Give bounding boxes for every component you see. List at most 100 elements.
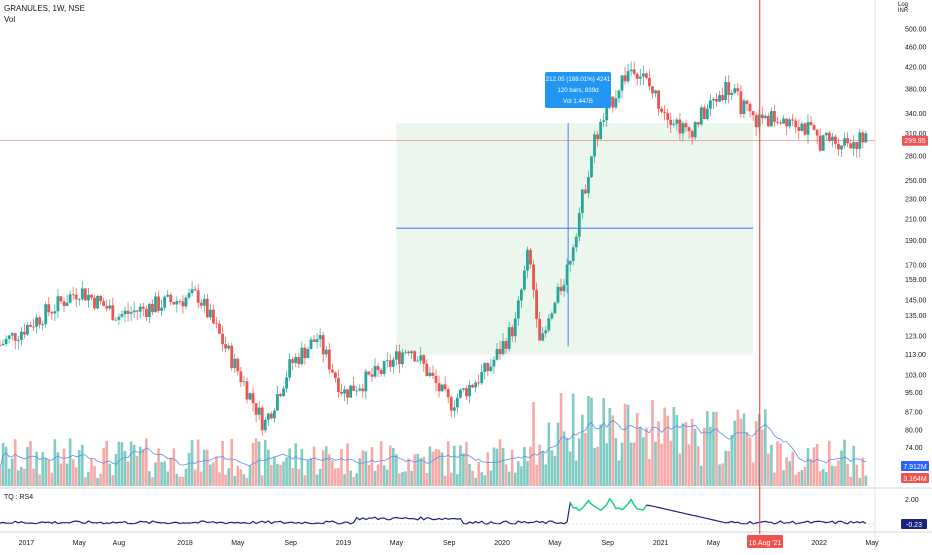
rsi-value-badge-text: -0.23	[906, 522, 922, 529]
time-axis[interactable]: 2017 May Aug 2018 May Sep 2019 May Sep 2020 May Sep…	[19, 540, 879, 547]
candle-body	[53, 311, 57, 314]
volume-bar	[535, 464, 538, 486]
candle-body	[809, 122, 813, 126]
candle-body	[202, 298, 206, 306]
volume-bar	[99, 473, 102, 486]
candle-body	[291, 359, 295, 364]
volume-bar	[568, 451, 572, 486]
candle-body	[513, 318, 517, 337]
volume-bar	[748, 437, 752, 486]
price-tick-label: 310.00	[905, 131, 927, 138]
candle-body	[416, 360, 420, 362]
candle-body	[678, 119, 682, 134]
volume-bar	[312, 446, 316, 486]
candle-body	[388, 360, 392, 367]
volume-bar	[824, 472, 828, 486]
candle-body	[196, 290, 200, 303]
candle-body	[199, 302, 203, 306]
volume-bar	[1, 442, 5, 486]
volume-bar	[584, 433, 587, 486]
volume-bar	[385, 469, 389, 486]
volume-bar	[767, 453, 770, 486]
volume-bar	[602, 398, 605, 486]
candle-body	[163, 296, 167, 308]
volume-bar	[763, 409, 767, 486]
volume-bar	[401, 472, 404, 486]
volume-bar	[529, 446, 532, 486]
rsi-axis-tick: 2.00	[905, 497, 919, 504]
candle-body	[574, 236, 578, 248]
volume-bar	[672, 407, 676, 486]
candle-body	[340, 392, 343, 394]
price-axis[interactable]: 500.00 460.00 420.00 380.00 340.00 310.00 280.…	[905, 26, 927, 468]
candle-body	[632, 69, 636, 74]
price-tick-label: 420.00	[905, 65, 927, 72]
candle-body	[797, 127, 801, 131]
volume-bar	[831, 465, 834, 486]
candle-body	[154, 296, 157, 313]
candle-body	[611, 96, 615, 108]
candle-body	[224, 344, 228, 349]
volume-bar	[395, 454, 398, 486]
volume-bar	[370, 447, 374, 486]
volume-bar	[154, 462, 157, 486]
candle-body	[62, 301, 66, 306]
candle-body	[568, 261, 572, 265]
candle-body	[638, 76, 642, 79]
candle-body	[212, 309, 215, 324]
candle-body	[398, 351, 401, 365]
candle-body	[248, 393, 252, 400]
candle-body	[7, 335, 11, 340]
candlestick-series	[0, 61, 868, 436]
price-tick-label: 250.00	[905, 178, 927, 185]
volume-bar	[797, 471, 801, 486]
candle-body	[370, 374, 374, 377]
volume-bar	[117, 441, 121, 486]
volume-bar	[501, 447, 505, 486]
candle-body	[849, 143, 853, 149]
candle-body	[492, 359, 496, 367]
volume-bar	[608, 407, 612, 486]
volume-bar	[315, 474, 319, 486]
candle-body	[480, 371, 484, 384]
measure-range-box[interactable]	[396, 123, 754, 355]
candle-body	[452, 407, 456, 411]
candle-body	[687, 127, 691, 132]
volume-bar	[157, 448, 160, 486]
candle-body	[111, 305, 115, 321]
candle-body	[175, 301, 179, 305]
volume-bar	[282, 461, 285, 486]
candle-body	[504, 341, 508, 349]
candle-body	[215, 323, 218, 325]
volume-bar	[337, 468, 340, 486]
volume-bar	[248, 465, 252, 486]
candle-body	[4, 339, 8, 345]
candle-body	[410, 351, 414, 354]
candle-body	[705, 108, 709, 120]
volume-bar	[209, 464, 212, 486]
candle-body	[446, 389, 450, 398]
candle-body	[641, 73, 645, 77]
candle-body	[333, 372, 337, 379]
volume-bar	[742, 413, 746, 486]
volume-bar	[565, 437, 569, 486]
candle-body	[712, 98, 715, 101]
candle-body	[544, 330, 548, 334]
candle-body	[65, 302, 69, 306]
candle-body	[654, 90, 657, 94]
candle-body	[71, 294, 75, 296]
price-tick-label: 190.00	[905, 238, 927, 245]
volume-bar	[599, 424, 602, 486]
volume-bar	[53, 439, 57, 486]
volume-bar	[782, 470, 785, 486]
candle-body	[132, 310, 136, 313]
volume-bar	[297, 469, 301, 486]
volume-bar	[254, 438, 258, 486]
candle-body	[367, 371, 371, 375]
volume-bar	[71, 459, 75, 486]
candle-body	[407, 351, 410, 354]
volume-bar	[462, 453, 465, 486]
volume-bar	[513, 472, 517, 486]
